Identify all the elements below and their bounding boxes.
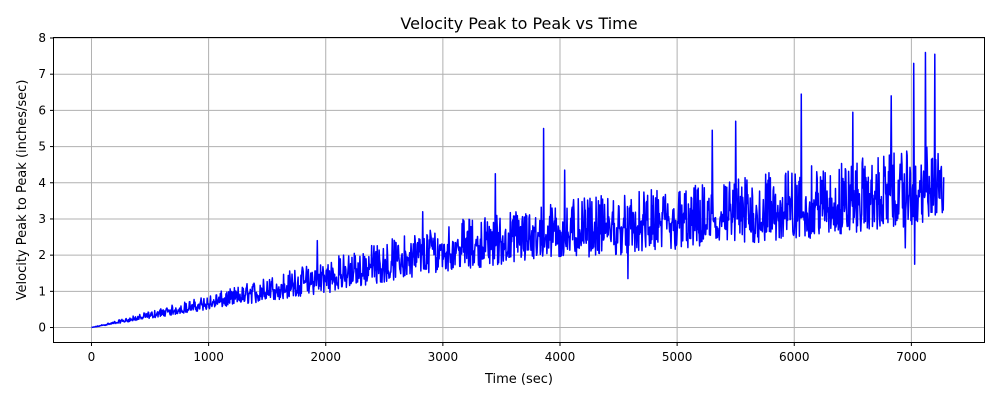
y-tick-label: 4: [38, 176, 46, 190]
x-axis-label: Time (sec): [484, 372, 553, 387]
y-tick-label: 1: [38, 284, 46, 298]
y-tick-label: 5: [38, 140, 46, 154]
x-tick-label: 1000: [193, 350, 224, 364]
y-tick-label: 7: [38, 67, 46, 81]
y-tick-label: 6: [38, 103, 46, 117]
x-tick-label: 2000: [310, 350, 341, 364]
y-axis: 0 1 2 3 4 5 6 7 8: [38, 31, 54, 335]
y-tick-label: 3: [38, 212, 46, 226]
x-tick-label: 3000: [428, 350, 459, 364]
y-tick-label: 0: [38, 321, 46, 335]
x-axis: 0 1000 2000 3000 4000 5000 6000 7000: [88, 342, 927, 364]
x-tick-label: 4000: [545, 350, 576, 364]
plot-frame: [53, 37, 985, 343]
x-tick-label: 0: [88, 350, 96, 364]
y-tick-label: 8: [38, 31, 46, 45]
x-tick-label: 6000: [779, 350, 810, 364]
x-tick-label: 5000: [662, 350, 693, 364]
y-tick-label: 2: [38, 248, 46, 262]
y-axis-label: Velocity Peak to Peak (inches/sec): [15, 80, 30, 301]
plot-area: [91, 51, 945, 329]
chart-title: Velocity Peak to Peak vs Time: [400, 14, 637, 33]
series-line: [91, 51, 945, 329]
x-tick-label: 7000: [896, 350, 927, 364]
